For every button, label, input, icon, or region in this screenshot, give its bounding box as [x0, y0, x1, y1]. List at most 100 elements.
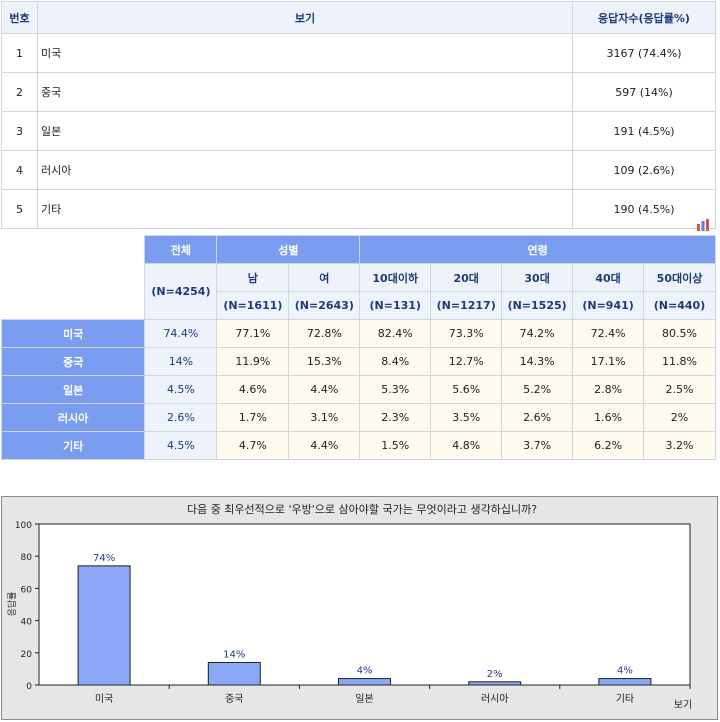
age-header: 연령 [359, 235, 716, 264]
y-tick-label: 80 [21, 553, 33, 563]
bar-chart: 다음 중 최우선적으로 '우방'으로 삼아야할 국가는 무엇이라고 생각하십니까… [1, 496, 718, 720]
row-responses: 190 (4.5%) [572, 189, 716, 229]
column-label: 40대 [572, 263, 645, 292]
row-label: 기타 [0, 431, 146, 460]
row-value: 2.5% [643, 375, 716, 404]
row-responses: 191 (4.5%) [572, 111, 716, 151]
x-tick-label: 일본 [355, 693, 373, 705]
bar [598, 678, 652, 686]
column-n: (N=1525) [501, 291, 574, 320]
gender-header: 성별 [216, 235, 361, 264]
plot-background [38, 523, 691, 686]
row-option: 일본 [37, 111, 573, 151]
row-label: 미국 [0, 319, 146, 348]
survey-results-table: 번호 보기 응답자수(응답률%) 1 미국 3167 (74.4%) 2 중국 597 (… [1, 1, 716, 229]
row-option: 러시아 [37, 150, 573, 190]
corner-cell [1, 235, 145, 320]
bar [77, 565, 131, 686]
crosstab-n-row: (N=1611) (N=2643) (N=131) (N=1217) (N=1525)(… [2, 291, 716, 320]
column-n: (N=2643) [288, 291, 361, 320]
row-value: 12.7% [430, 347, 503, 376]
column-n: (N=440) [643, 291, 716, 320]
table-header-row: 번호 보기 응답자수(응답률%) [1, 1, 716, 34]
crosstab-table: 전체 성별 연령 (N=4254) 남 여 10대이하 20대 30대 40대 50대이상 … [0, 235, 716, 460]
crosstab-group-row: 전체 성별 연령 [1, 235, 716, 320]
row-value: 15.3% [288, 347, 361, 376]
total-header: 전체 [144, 235, 218, 264]
row-option: 미국 [37, 33, 573, 73]
row-value: 3.1% [288, 403, 361, 432]
row-value: 73.3% [430, 319, 503, 348]
row-label: 일본 [0, 375, 146, 404]
column-n: (N=1217) [430, 291, 503, 320]
y-axis-label: 응답률 [6, 592, 18, 617]
row-value: 5.6% [430, 375, 503, 404]
row-value: 2.8% [572, 375, 645, 404]
row-value: 4.7% [216, 431, 290, 460]
x-tick-label: 러시아 [481, 693, 509, 705]
header-responses: 응답자수(응답률%) [572, 1, 716, 34]
row-value: 11.8% [643, 347, 716, 376]
row-num: 4 [1, 150, 38, 190]
table-row: 3 일본 191 (4.5%) [1, 111, 716, 151]
row-value: 1.6% [572, 403, 645, 432]
row-value: 72.4% [572, 319, 645, 348]
row-num: 3 [1, 111, 38, 151]
row-label: 중국 [0, 347, 146, 376]
data-label: 14% [223, 649, 245, 660]
row-label: 러시아 [0, 403, 146, 432]
row-value: 8.4% [359, 347, 432, 376]
row-num: 5 [1, 189, 38, 229]
y-tick-label: 20 [21, 650, 33, 660]
row-value: 2.3% [359, 403, 432, 432]
table-row: 5 기타 190 (4.5%) [1, 189, 716, 229]
crosstab-row: 러시아 2.6% 1.7% 3.1% 2.3% 3.5% 2.6% 1.6% 2% [0, 403, 716, 432]
table-row: 2 중국 597 (14%) [1, 72, 716, 112]
chart-canvas: 다음 중 최우선적으로 '우방'으로 삼아야할 국가는 무엇이라고 생각하십니까… [6, 502, 692, 711]
row-value: 2.6% [501, 403, 574, 432]
bar [338, 678, 391, 686]
row-value: 1.5% [359, 431, 432, 460]
y-tick-label: 40 [21, 618, 33, 628]
x-tick-label: 기타 [616, 693, 634, 705]
bar [207, 661, 261, 686]
row-value: 3.2% [643, 431, 716, 460]
column-n: (N=1611) [216, 291, 290, 320]
row-total: 14% [144, 347, 218, 376]
bar-chart-icon[interactable] [696, 219, 710, 231]
row-value: 4.4% [288, 431, 361, 460]
chart-title: 다음 중 최우선적으로 '우방'으로 삼아야할 국가는 무엇이라고 생각하십니까… [187, 502, 537, 516]
row-value: 2% [643, 403, 716, 432]
column-n: (N=941) [572, 291, 645, 320]
total-n: (N=4254) [144, 263, 218, 320]
data-label: 74% [93, 553, 115, 564]
x-axis-label: 보기 [674, 699, 692, 711]
row-value: 4.6% [216, 375, 290, 404]
row-total: 4.5% [144, 431, 218, 460]
row-value: 3.7% [501, 431, 574, 460]
row-value: 3.5% [430, 403, 503, 432]
column-label: 30대 [501, 263, 574, 292]
crosstab-row: 기타 4.5% 4.7% 4.4% 1.5% 4.8% 3.7% 6.2% 3.2% [0, 431, 716, 460]
bar [468, 681, 522, 686]
column-n: (N=131) [359, 291, 432, 320]
data-label: 2% [487, 669, 503, 680]
header-num: 번호 [1, 1, 38, 34]
x-tick-label: 중국 [225, 693, 243, 705]
row-responses: 109 (2.6%) [572, 150, 716, 190]
row-value: 14.3% [501, 347, 574, 376]
x-tick-label: 미국 [95, 693, 113, 705]
row-responses: 3167 (74.4%) [572, 33, 716, 73]
column-label: 여 [288, 263, 361, 292]
column-label: 남 [216, 263, 290, 292]
row-value: 72.8% [288, 319, 361, 348]
row-num: 1 [1, 33, 38, 73]
column-label: 50대이상 [643, 263, 716, 292]
row-num: 2 [1, 72, 38, 112]
row-value: 11.9% [216, 347, 290, 376]
column-label: 10대이하 [359, 263, 432, 292]
row-value: 77.1% [216, 319, 290, 348]
data-label: 4% [357, 666, 373, 677]
row-value: 4.8% [430, 431, 503, 460]
y-tick-label: 60 [21, 585, 33, 595]
